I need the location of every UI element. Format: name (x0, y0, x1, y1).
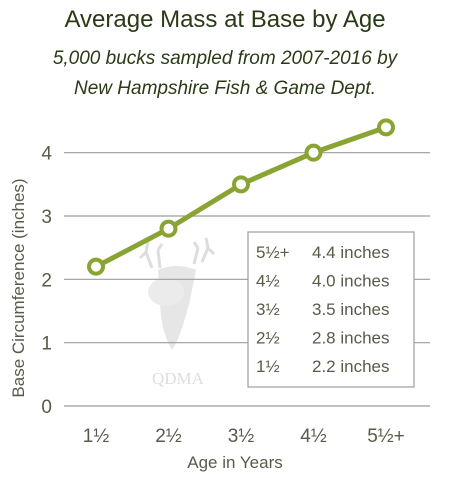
value-table-value: 3.5 inches (312, 300, 390, 319)
value-table-age: 5½+ (256, 243, 290, 262)
x-tick-label: 1½ (83, 426, 110, 447)
chart-subtitle-line-1: 5,000 bucks sampled from 2007-2016 by (52, 48, 398, 69)
x-tick-label: 4½ (300, 426, 327, 447)
value-table-value: 4.0 inches (312, 272, 390, 291)
value-table-value: 2.8 inches (312, 329, 390, 348)
data-point (159, 219, 178, 238)
y-tick-label: 0 (41, 397, 52, 418)
data-point (87, 257, 105, 276)
data-point (377, 118, 395, 137)
qdma-logo-watermark: QDMA (138, 237, 216, 388)
data-point (304, 143, 323, 162)
y-tick-label: 3 (41, 207, 52, 228)
x-axis-title: Age in Years (187, 453, 282, 472)
value-table-age: 1½ (256, 357, 280, 376)
value-table-value: 2.2 inches (312, 357, 390, 376)
y-tick-label: 1 (41, 334, 52, 355)
value-table-age: 3½ (256, 300, 280, 319)
value-table-age: 4½ (256, 272, 280, 291)
qdma-logo-text: QDMA (152, 369, 205, 388)
y-axis-title: Base Circumference (inches) (9, 178, 28, 397)
y-tick-label: 4 (41, 144, 52, 165)
x-tick-label: 2½ (155, 426, 182, 447)
chart-subtitle-line-2: New Hampshire Fish & Game Dept. (74, 78, 376, 99)
value-table-age: 2½ (256, 329, 280, 348)
x-tick-label: 3½ (228, 426, 255, 447)
chart-title: Average Mass at Base by Age (64, 6, 386, 33)
value-table-box (247, 231, 415, 388)
data-point (232, 175, 250, 194)
x-tick-label: 5½+ (367, 426, 405, 447)
value-table-value: 4.4 inches (312, 243, 390, 262)
y-tick-label: 2 (41, 270, 52, 291)
